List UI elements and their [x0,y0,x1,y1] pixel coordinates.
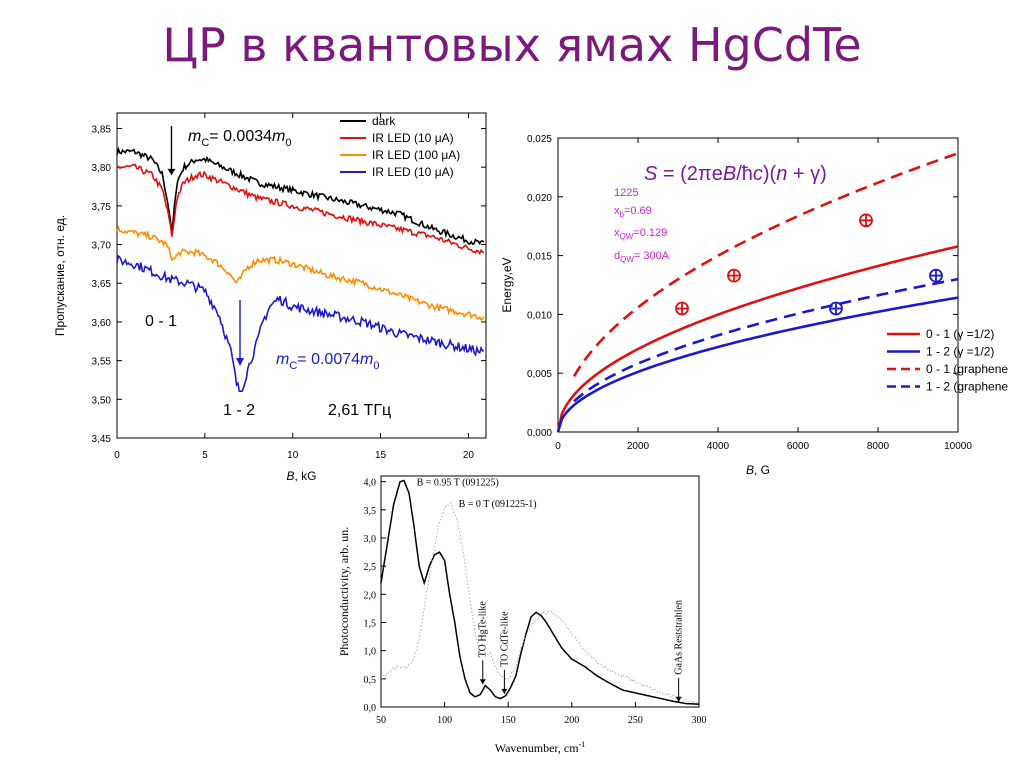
y-tick-label: 2,0 [364,590,377,601]
marker-label-0: TO HgTe-like [478,601,489,658]
param-xqw: xQW=0.129 [614,227,667,241]
y-tick-label: 0,010 [527,310,552,321]
x-tick-label: 150 [501,715,516,726]
x-tick-label: 50 [376,715,386,726]
y-tick-label: 0,000 [527,428,552,439]
x-tick-label: 200 [564,715,579,726]
y-axis-label: Energy,eV [500,257,514,312]
y-tick-label: 0,5 [364,675,377,686]
y-tick-label: 0,025 [527,134,552,145]
transition-12-label: 1 - 2 [223,402,255,419]
energy-series-1 [556,296,959,433]
series-line-2 [116,224,485,322]
x-axis-label: B, G [746,463,770,477]
formula-label: S = (2πeB/ħc)(n + γ) [644,163,827,185]
legend-entry: 0 - 1 (graphene [926,362,1008,376]
y-tick-label: 1,5 [364,618,377,629]
series-line-1 [116,163,484,255]
x-tick-label: 4000 [707,441,730,452]
y-axis-label: Пропускание, отн. ед. [53,215,67,336]
y-tick-label: 3,60 [92,318,112,329]
param-xb: xb=0.69 [614,205,652,219]
y-tick-label: 3,65 [92,279,112,290]
y-tick-label: 4,0 [364,478,377,489]
legend-entry: IR LED (10 μA) [372,165,454,179]
y-tick-label: 3,80 [92,163,112,174]
series-label-095T: B = 0.95 T (091225) [417,478,499,489]
pc-series-0 [380,479,700,705]
x-tick-label: 5 [202,450,208,461]
pc-series-1 [380,502,700,704]
x-axis-label: Wavenumber, cm-1 [495,740,586,755]
x-tick-label: 250 [628,715,643,726]
arrow-01-head [167,168,176,175]
plot-frame [380,475,700,708]
x-tick-label: 100 [437,715,452,726]
slide-title: ЦР в квантовых ямах HgCdTe [162,18,862,72]
y-tick-label: 0,0 [364,703,377,714]
series-label-0T: B = 0 T (091225-1) [459,499,537,510]
plot-frame [116,112,487,439]
x-tick-label: 10000 [944,441,972,452]
y-axis-label: Photoconductivity, arb. un. [337,527,351,657]
legend-entry: 1 - 2 (graphene [926,380,1008,394]
y-tick-label: 2,5 [364,562,377,573]
x-tick-label: 15 [375,450,387,461]
legend-entry: IR LED (100 μA) [372,148,460,162]
y-tick-label: 3,75 [92,202,112,213]
mc1-label: mC= 0.0034m0 [188,128,291,149]
x-tick-label: 0 [114,450,120,461]
arrow-12-head [236,358,244,366]
y-tick-label: 3,70 [92,241,112,252]
marker-label-2: GaAs Reststrahlen [674,600,685,675]
x-tick-label: 6000 [787,441,810,452]
x-tick-label: 300 [692,715,707,726]
y-tick-label: 3,55 [92,357,112,368]
y-tick-label: 0,015 [527,252,552,263]
legend-entry: IR LED (10 μA) [372,131,454,145]
y-tick-label: 0,020 [527,193,552,204]
x-tick-label: 8000 [867,441,890,452]
y-tick-label: 3,85 [92,124,112,135]
plot-frame [557,137,959,433]
mc2-label: mC= 0.0074m0 [276,351,379,372]
y-tick-label: 3,5 [364,506,377,517]
y-tick-label: 3,50 [92,395,112,406]
series-line-0 [116,146,485,246]
x-tick-label: 2000 [627,441,650,452]
x-tick-label: 20 [463,450,475,461]
y-tick-label: 3,0 [364,534,377,545]
marker-label-1: TO CdTe-like [499,611,510,667]
energy-series-0 [556,245,959,433]
x-axis-label: B, kG [286,469,316,483]
marker-arrowhead-0 [479,679,486,685]
x-tick-label: 0 [555,441,561,452]
energy-series-3 [573,277,959,403]
param-id: 1225 [614,187,638,199]
series-line-3 [116,254,485,393]
legend-entry: 1 - 2 (γ =1/2) [926,345,994,359]
transition-01-label: 0 - 1 [145,313,177,330]
x-tick-label: 10 [287,450,299,461]
y-tick-label: 1,0 [364,647,377,658]
marker-arrowhead-2 [675,696,682,702]
energy-series-2 [572,152,959,377]
legend-entry: 0 - 1 (γ =1/2) [926,327,994,341]
legend-entry: dark [372,114,396,128]
marker-arrowhead-1 [501,688,508,694]
y-tick-label: 3,45 [92,434,112,445]
y-tick-label: 0,005 [527,369,552,380]
frequency-label: 2,61 ТГц [328,402,391,419]
param-dqw: dQW= 300A [614,250,670,264]
